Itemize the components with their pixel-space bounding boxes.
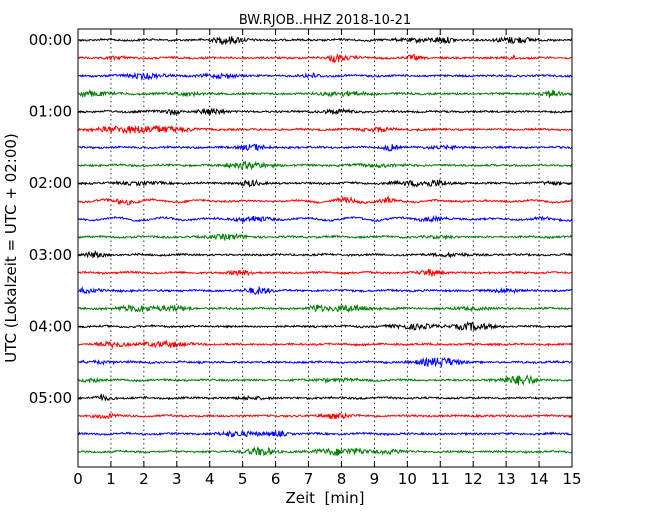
trace-line [77,321,573,332]
x-tick-label: 10 [398,470,417,488]
trace-line [77,269,573,277]
x-tick-label: 15 [562,470,581,488]
trace-line [77,124,573,135]
trace-line [77,412,573,420]
y-tick-label: 04:00 [29,317,72,335]
x-tick-label: 14 [530,470,549,488]
x-tick-label: 6 [271,470,281,488]
chart-title: BW.RJOB..HHZ 2018-10-21 [239,13,411,28]
x-tick-label: 8 [337,470,347,488]
y-tick-label: 02:00 [29,174,72,192]
x-tick-label: 12 [464,470,483,488]
x-tick-label: 5 [238,470,248,488]
trace-line [78,339,573,350]
x-tick-label: 3 [172,470,182,488]
plot-area [78,29,572,467]
trace-line [77,71,573,82]
trace-line [77,143,573,152]
y-tick-label: 01:00 [29,103,72,121]
trace-line [77,160,573,171]
trace-line [77,285,573,296]
trace-line [77,89,573,99]
y-tick-label: 03:00 [29,246,72,264]
x-tick-label: 11 [431,470,450,488]
trace-line [77,107,573,116]
x-axis-label: Zeit [min] [285,489,364,507]
trace-line [77,374,573,386]
trace-line [77,304,573,314]
x-tick-labels: 0 1 2 3 4 5 6 7 8 9 10 11 12 13 14 15 [73,470,581,488]
seismogram-traces [77,35,573,457]
trace-line [77,232,573,242]
trace-line [77,194,573,206]
trace-line [77,214,573,224]
x-tick-label: 4 [205,470,215,488]
x-tick-label: 1 [106,470,116,488]
y-tick-label: 05:00 [29,389,72,407]
y-tick-labels: 00:00 01:00 02:00 03:00 04:00 05:00 [29,31,72,407]
trace-line [77,249,573,259]
x-tick-label: 9 [370,470,380,488]
trace-line [77,393,573,402]
trace-line [77,35,573,46]
x-tick-label: 0 [73,470,83,488]
x-tick-label: 7 [304,470,314,488]
x-tick-label: 2 [139,470,149,488]
x-tick-label: 13 [497,470,516,488]
trace-line [77,178,573,188]
y-axis-label: UTC (Lokalzeit = UTC + 02:00) [2,133,20,363]
trace-line [77,446,573,457]
trace-line [77,52,573,64]
plot-frame [77,28,573,468]
trace-line [77,356,573,369]
vertical-grid [110,29,540,467]
trace-line [77,429,573,438]
y-tick-label: 00:00 [29,31,72,49]
